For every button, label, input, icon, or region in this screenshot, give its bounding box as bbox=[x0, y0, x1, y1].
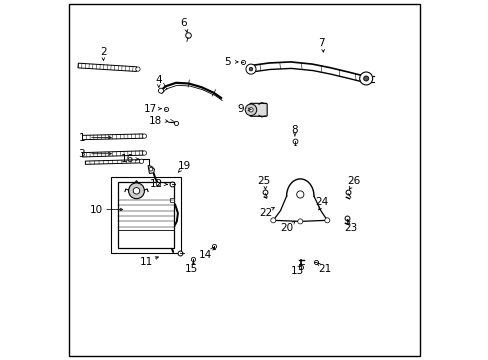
Text: 21: 21 bbox=[317, 264, 330, 274]
Circle shape bbox=[133, 188, 140, 194]
Text: 16: 16 bbox=[121, 154, 134, 164]
Circle shape bbox=[363, 76, 368, 81]
Circle shape bbox=[142, 134, 146, 138]
Text: 20: 20 bbox=[280, 222, 293, 233]
Text: 13: 13 bbox=[290, 266, 304, 276]
Text: 1: 1 bbox=[78, 132, 85, 143]
Circle shape bbox=[248, 108, 253, 112]
Text: 9: 9 bbox=[237, 104, 244, 114]
Circle shape bbox=[142, 151, 146, 155]
Bar bbox=[156, 182, 160, 185]
Circle shape bbox=[324, 218, 329, 223]
Text: 17: 17 bbox=[143, 104, 157, 114]
Bar bbox=[118, 182, 174, 248]
Text: 7: 7 bbox=[318, 38, 325, 48]
Polygon shape bbox=[82, 151, 143, 157]
Text: 18: 18 bbox=[148, 116, 162, 126]
Circle shape bbox=[244, 104, 256, 116]
Text: 23: 23 bbox=[344, 222, 357, 233]
FancyBboxPatch shape bbox=[249, 103, 266, 116]
Polygon shape bbox=[78, 63, 136, 71]
Text: 26: 26 bbox=[347, 176, 360, 186]
Text: 25: 25 bbox=[257, 176, 270, 186]
Circle shape bbox=[270, 218, 275, 223]
Polygon shape bbox=[148, 166, 154, 174]
Text: 2: 2 bbox=[100, 47, 106, 57]
Text: 4: 4 bbox=[155, 75, 162, 85]
Text: 24: 24 bbox=[315, 197, 328, 207]
Circle shape bbox=[245, 64, 256, 74]
Polygon shape bbox=[85, 160, 140, 164]
Text: 10: 10 bbox=[89, 204, 102, 215]
Circle shape bbox=[136, 67, 140, 71]
Circle shape bbox=[158, 88, 163, 93]
Text: 6: 6 bbox=[181, 18, 187, 28]
Text: 8: 8 bbox=[290, 125, 297, 135]
Circle shape bbox=[139, 159, 143, 163]
Circle shape bbox=[297, 219, 302, 224]
Text: 22: 22 bbox=[258, 208, 271, 218]
Text: 3: 3 bbox=[78, 149, 85, 159]
Text: 5: 5 bbox=[224, 57, 230, 67]
Circle shape bbox=[128, 183, 144, 199]
Text: 12: 12 bbox=[149, 179, 163, 189]
Bar bbox=[169, 198, 174, 202]
Text: 15: 15 bbox=[184, 264, 198, 274]
Circle shape bbox=[249, 67, 252, 71]
Circle shape bbox=[149, 167, 152, 171]
Circle shape bbox=[359, 72, 372, 85]
Text: 14: 14 bbox=[199, 250, 212, 260]
Text: 11: 11 bbox=[140, 257, 153, 267]
Circle shape bbox=[296, 191, 303, 198]
Polygon shape bbox=[82, 134, 142, 140]
Text: 19: 19 bbox=[177, 161, 190, 171]
Bar bbox=[110, 177, 181, 253]
